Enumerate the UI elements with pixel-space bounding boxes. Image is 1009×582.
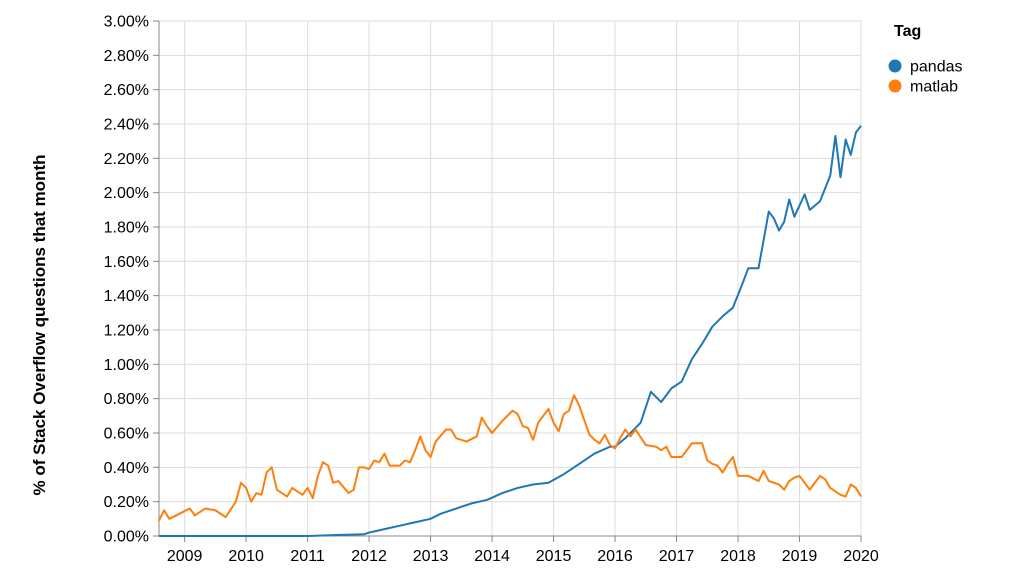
y-tick-label: 1.40% (104, 288, 149, 305)
y-tick-label: 0.00% (104, 529, 149, 546)
legend-label-matlab: matlab (910, 79, 958, 96)
grid (159, 20, 862, 537)
plot-frame (158, 20, 862, 537)
legend: Tag pandas matlab (888, 23, 963, 96)
x-tick-label: 2012 (351, 548, 387, 565)
y-tick-label: 0.80% (104, 391, 149, 408)
y-axis-title: % of Stack Overflow questions that month (30, 155, 49, 496)
y-tick-label: 0.40% (104, 460, 149, 477)
y-tick-label: 1.20% (104, 323, 149, 340)
y-tick-label: 0.20% (104, 494, 149, 511)
series-line-pandas (159, 125, 862, 537)
x-tick-label: 2018 (720, 548, 756, 565)
x-tick-label: 2016 (597, 548, 633, 565)
legend-label-pandas: pandas (910, 59, 963, 76)
y-tick-label: 3.00% (104, 14, 149, 31)
x-tick-label: 2019 (782, 548, 818, 565)
x-tick-label: 2011 (290, 548, 325, 565)
y-tick-label: 2.80% (104, 48, 149, 65)
y-tick-label: 2.40% (104, 117, 149, 134)
y-tick-label: 0.60% (104, 426, 149, 443)
x-axis: 2009 2010 2011 2012 2013 2014 2015 2016 2017 2018… (167, 536, 879, 565)
legend-items: pandas matlab (888, 59, 963, 96)
y-tick-label: 2.20% (104, 151, 149, 168)
y-tick-label: 1.00% (104, 357, 149, 374)
legend-title: Tag (894, 23, 921, 40)
y-tick-label: 2.60% (104, 82, 149, 99)
x-tick-label: 2010 (228, 548, 264, 565)
x-tick-label: 2013 (413, 548, 449, 565)
x-tick-label: 2020 (843, 548, 879, 565)
series-layer (158, 125, 862, 537)
x-tick-label: 2017 (659, 548, 695, 565)
y-tick-label: 1.60% (104, 254, 149, 271)
x-tick-label: 2015 (536, 548, 572, 565)
legend-marker-pandas (888, 59, 902, 73)
x-tick-label: 2009 (167, 548, 203, 565)
y-tick-label: 2.00% (104, 185, 149, 202)
plot-border (158, 20, 862, 537)
y-tick-label: 1.80% (104, 220, 149, 237)
x-tick-label: 2014 (474, 548, 510, 565)
series-line-matlab (158, 394, 862, 521)
y-axis: 0.00% 0.20% 0.40% 0.60% 0.80% 1.00% 1.20% 1.40%… (104, 14, 159, 546)
legend-marker-matlab (888, 79, 902, 93)
